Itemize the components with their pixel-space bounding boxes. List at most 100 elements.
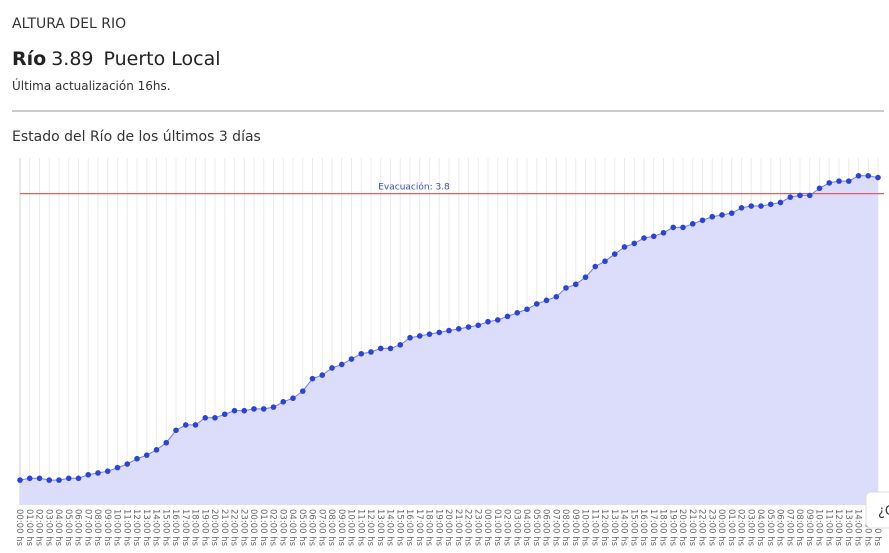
x-tick-label: 02:00 hs [34, 509, 44, 547]
x-tick-label: 21:00 hs [453, 509, 463, 547]
point [221, 411, 228, 418]
point [192, 422, 199, 428]
point [377, 345, 384, 352]
x-tick-label: 06:00 hs [775, 509, 785, 547]
point [806, 192, 813, 199]
point [36, 475, 43, 482]
point [524, 306, 530, 313]
x-tick-label: 18:00 hs [190, 509, 200, 547]
point [475, 322, 482, 329]
x-tick-label: 14:00 hs [385, 509, 395, 547]
point [17, 477, 23, 483]
point [758, 203, 764, 209]
point [65, 475, 72, 482]
point [797, 192, 803, 199]
point [787, 194, 794, 200]
x-tick-label: 02:00 hs [736, 509, 746, 547]
point [748, 203, 755, 209]
x-tick-label: 04:00 hs [521, 509, 531, 547]
point [670, 224, 677, 231]
x-tick-label: 00:00 hs [14, 509, 24, 547]
point [660, 229, 667, 236]
x-tick-label: 09:00 hs [102, 509, 112, 547]
point [641, 235, 647, 241]
x-tick-label: 22:00 hs [463, 509, 473, 547]
x-tick-label: 09:00 hs [336, 509, 346, 547]
point [845, 178, 852, 184]
point [124, 461, 131, 467]
x-tick-label: 08:00 hs [92, 509, 102, 547]
threshold-label: Evacuación: 3.8 [378, 182, 450, 193]
point [485, 318, 491, 325]
point [338, 361, 345, 368]
x-tick-label: 08:00 hs [794, 509, 804, 547]
x-tick-label: 06:00 hs [541, 509, 551, 547]
point [738, 205, 745, 211]
x-tick-label: 07:00 hs [316, 509, 326, 547]
x-tick-label: 07:00 hs [82, 509, 92, 547]
x-tick-label: 09:00 hs [804, 509, 814, 547]
section-title: ALTURA DEL RIO [12, 16, 126, 32]
x-tick-label: 07:00 hs [784, 509, 794, 547]
x-tick-label: 14:00 hs [853, 509, 863, 547]
point [270, 404, 277, 410]
x-tick-label: 12:00 hs [131, 509, 141, 547]
point [299, 388, 306, 394]
x-tick-label: 04:00 hs [53, 509, 63, 547]
x-tick-label: 23:00 hs [706, 509, 716, 547]
x-tick-label: 00:00 hs [248, 509, 258, 547]
point [280, 398, 287, 405]
x-tick-label: 06:00 hs [307, 509, 317, 547]
x-tick-label: 10:00 hs [814, 509, 824, 547]
x-tick-label: 16:00 hs [638, 509, 648, 547]
river-label: Río [12, 48, 46, 70]
point [446, 327, 452, 334]
x-tick-label: 20:00 hs [209, 509, 219, 547]
x-tick-label: 19:00 hs [199, 509, 209, 547]
point [56, 477, 62, 483]
point [699, 217, 706, 224]
point [680, 224, 686, 231]
point [709, 213, 716, 220]
river-level: Río 3.89 Puerto Local [12, 48, 221, 70]
point [816, 185, 823, 192]
x-tick-label: 04:00 hs [755, 509, 765, 547]
point [465, 324, 472, 330]
point [163, 439, 170, 446]
chart-title: Estado del Río de los últimos 3 días [12, 129, 261, 145]
x-tick-label: 12:00 hs [365, 509, 375, 547]
point [173, 427, 179, 434]
point [416, 333, 423, 339]
point [719, 212, 725, 218]
help-button-label[interactable]: ¿C [878, 504, 889, 519]
help-button[interactable]: ¿C [865, 491, 889, 529]
level-value: 3.89 [51, 48, 93, 70]
point [95, 470, 101, 476]
point [114, 464, 121, 471]
x-tick-label: 05:00 hs [765, 509, 775, 547]
point [309, 375, 316, 382]
x-tick-label: 02:00 hs [268, 509, 278, 547]
area [20, 175, 878, 506]
x-tick-label: 21:00 hs [219, 509, 229, 547]
x-tick-label: 22:00 hs [697, 509, 707, 547]
point [689, 221, 696, 227]
point [592, 263, 599, 270]
point [251, 406, 257, 412]
x-tick-label: 00:00 hs [716, 509, 726, 547]
x-tick-label: 21:00 hs [687, 509, 697, 547]
x-tick-label: 03:00 hs [43, 509, 53, 547]
x-tick-label: 00:00 hs [482, 509, 492, 547]
help-button-box[interactable] [865, 491, 889, 529]
point [855, 172, 862, 179]
x-tick-label: 13:00 hs [375, 509, 385, 547]
x-tick-label: 01:00 hs [492, 509, 502, 547]
x-tick-label: 01:00 hs [24, 509, 34, 547]
point [826, 180, 833, 186]
x-tick-label: 20:00 hs [443, 509, 453, 547]
place-name: Puerto Local [104, 48, 221, 70]
point [494, 317, 501, 323]
x-tick-label: 22:00 hs [229, 509, 239, 547]
point [397, 342, 404, 348]
